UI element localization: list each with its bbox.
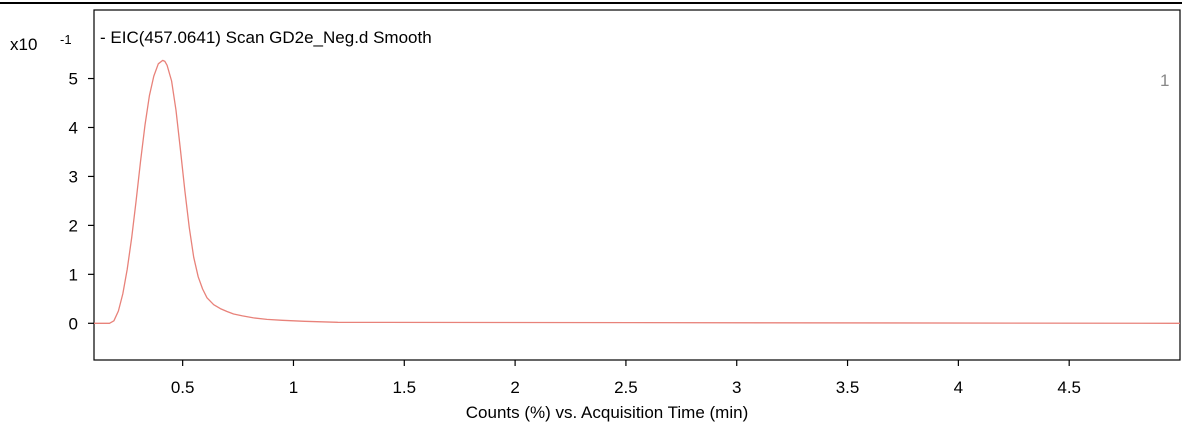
plot-area: [93, 9, 1181, 361]
y-tick-label: 0: [69, 314, 78, 333]
x-tick-label: 4.5: [1057, 378, 1081, 397]
y-tick-label: 5: [69, 70, 78, 89]
x-axis: 0.5 1 1.5 2 2.5 3 3.5 4 4.5: [171, 360, 1081, 397]
y-axis: 0 1 2 3 4 5: [69, 70, 94, 333]
y-tick-label: 3: [69, 167, 78, 186]
peak-label: 1: [1160, 71, 1169, 90]
x-tick-label: 2: [510, 378, 519, 397]
x-tick-label: 1: [289, 378, 298, 397]
x-tick-label: 2.5: [614, 378, 638, 397]
x-tick-label: 1.5: [392, 378, 416, 397]
x-tick-label: 3.5: [836, 378, 860, 397]
chart-title: - EIC(457.0641) Scan GD2e_Neg.d Smooth: [100, 28, 432, 47]
x-tick-label: 0.5: [171, 378, 195, 397]
y-scale-exponent: -1: [60, 32, 72, 47]
y-scale-prefix: x10: [10, 35, 37, 54]
x-tick-label: 4: [954, 378, 963, 397]
series-group: [94, 59, 1181, 324]
y-tick-label: 2: [69, 216, 78, 235]
y-tick-label: 1: [69, 265, 78, 284]
x-axis-label: Counts (%) vs. Acquisition Time (min): [466, 403, 748, 422]
x-tick-label: 3: [732, 378, 741, 397]
y-tick-label: 4: [69, 118, 78, 137]
series-line: [94, 59, 1181, 324]
